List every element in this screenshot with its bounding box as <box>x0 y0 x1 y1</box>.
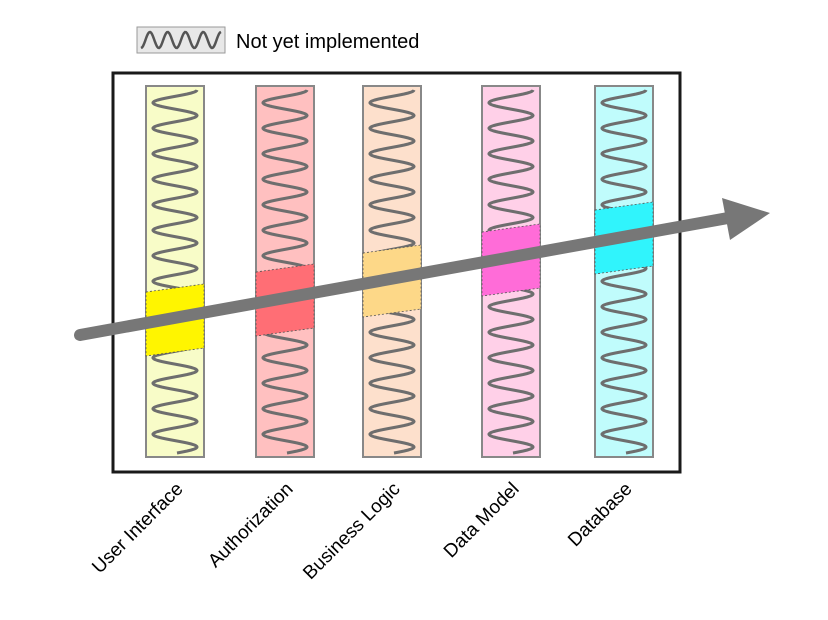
squiggle-icon <box>151 89 199 455</box>
arrow-head <box>722 198 770 240</box>
layer-column <box>594 85 654 458</box>
squiggle-icon <box>140 30 222 50</box>
arrow-shaft <box>74 212 734 341</box>
layer-label: Business Logic <box>299 479 404 584</box>
layer-label: Authorization <box>204 479 297 572</box>
vertical-slice-arrow <box>74 198 770 341</box>
layer-column <box>481 85 541 458</box>
squiggle-icon <box>600 89 648 455</box>
layer-label: Data Model <box>440 479 524 563</box>
layer-label: Database <box>564 479 636 551</box>
layer-label: User Interface <box>88 479 187 578</box>
layer-column <box>145 85 205 458</box>
system-frame <box>111 71 682 474</box>
legend: Not yet implemented <box>136 26 419 54</box>
layer-column <box>255 85 315 458</box>
legend-label: Not yet implemented <box>236 31 419 53</box>
